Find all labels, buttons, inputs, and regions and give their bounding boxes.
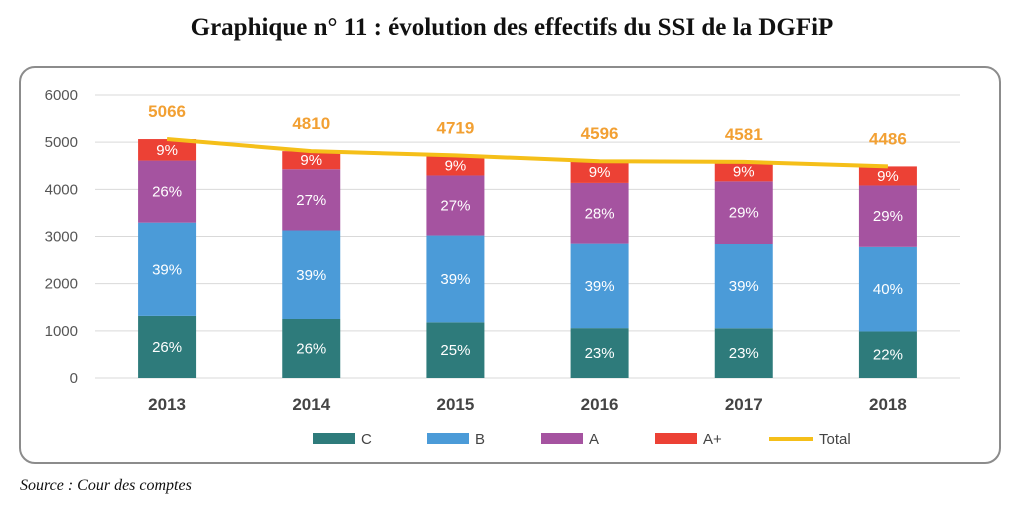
legend-swatch xyxy=(541,433,583,444)
y-tick-label: 2000 xyxy=(45,276,78,293)
segment-label: 40% xyxy=(873,281,903,298)
segment-label: 25% xyxy=(440,342,470,359)
bar-segment xyxy=(138,315,197,378)
x-tick-label: 2013 xyxy=(148,395,186,414)
legend-swatch xyxy=(427,433,469,444)
bar-segment xyxy=(570,182,629,244)
legend-label-total: Total xyxy=(819,431,851,448)
bar-segment xyxy=(138,160,197,223)
segment-label: 39% xyxy=(440,271,470,288)
segment-label: 27% xyxy=(296,192,326,209)
segment-label: 9% xyxy=(300,152,322,169)
bar-segment xyxy=(714,161,773,182)
segment-label: 26% xyxy=(296,340,326,357)
y-tick-label: 6000 xyxy=(45,87,78,104)
y-tick-label: 4000 xyxy=(45,181,78,198)
total-label: 4596 xyxy=(581,124,619,143)
segment-label: 23% xyxy=(585,345,615,362)
bar-segment xyxy=(858,185,917,247)
segment-label: 9% xyxy=(589,164,611,181)
segment-label: 26% xyxy=(152,184,182,201)
bar-segment xyxy=(858,166,917,186)
page-title: Graphique n° 11 : évolution des effectif… xyxy=(190,14,834,41)
bar-segment xyxy=(570,243,629,329)
bar-segment xyxy=(282,318,341,378)
segment-label: 39% xyxy=(296,267,326,284)
segment-label: 27% xyxy=(440,198,470,215)
segment-label: 26% xyxy=(152,339,182,356)
x-tick-label: 2015 xyxy=(437,395,475,414)
chart-frame xyxy=(19,66,1001,464)
bar-segment xyxy=(426,235,485,323)
bar-segment xyxy=(426,155,485,176)
y-tick-label: 0 xyxy=(70,370,78,387)
bar-segment xyxy=(138,222,197,316)
legend-swatch xyxy=(655,433,697,444)
bar-segment xyxy=(858,246,917,332)
segment-label: 23% xyxy=(729,345,759,362)
segment-label: 39% xyxy=(585,278,615,295)
bar-segment xyxy=(714,243,773,329)
total-label: 4719 xyxy=(437,118,475,137)
total-label: 4581 xyxy=(725,125,763,144)
bar-segment xyxy=(570,161,629,183)
bar-segment xyxy=(282,230,341,319)
x-tick-label: 2017 xyxy=(725,395,763,414)
total-label: 4810 xyxy=(292,114,330,133)
segment-label: 9% xyxy=(733,164,755,181)
legend-label: C xyxy=(361,431,372,448)
bar-segment xyxy=(282,151,341,170)
x-tick-label: 2018 xyxy=(869,395,907,414)
bar-segment xyxy=(714,328,773,378)
y-tick-label: 1000 xyxy=(45,323,78,340)
bar-segment xyxy=(714,181,773,244)
total-label: 4486 xyxy=(869,129,907,148)
legend-swatch xyxy=(313,433,355,444)
bar-segment xyxy=(426,175,485,236)
segment-label: 29% xyxy=(729,205,759,222)
legend-label: A+ xyxy=(703,431,722,448)
legend-label: A xyxy=(589,431,599,448)
source-note: Source : Cour des comptes xyxy=(20,477,192,494)
y-tick-label: 3000 xyxy=(45,229,78,246)
total-label: 5066 xyxy=(148,102,186,121)
x-tick-label: 2016 xyxy=(581,395,619,414)
segment-label: 22% xyxy=(873,347,903,364)
bar-segment xyxy=(426,322,485,378)
x-tick-label: 2014 xyxy=(292,395,330,414)
segment-label: 9% xyxy=(156,142,178,159)
segment-label: 9% xyxy=(877,168,899,185)
segment-label: 28% xyxy=(585,205,615,222)
bar-segment xyxy=(858,331,917,378)
bar-segment xyxy=(570,328,629,378)
segment-label: 39% xyxy=(729,278,759,295)
bar-segment xyxy=(282,169,341,231)
legend-label: B xyxy=(475,431,485,448)
total-line xyxy=(166,137,888,169)
segment-label: 39% xyxy=(152,261,182,278)
segment-label: 9% xyxy=(445,157,467,174)
y-tick-label: 5000 xyxy=(45,134,78,151)
bar-segment xyxy=(138,139,197,161)
segment-label: 29% xyxy=(873,208,903,225)
